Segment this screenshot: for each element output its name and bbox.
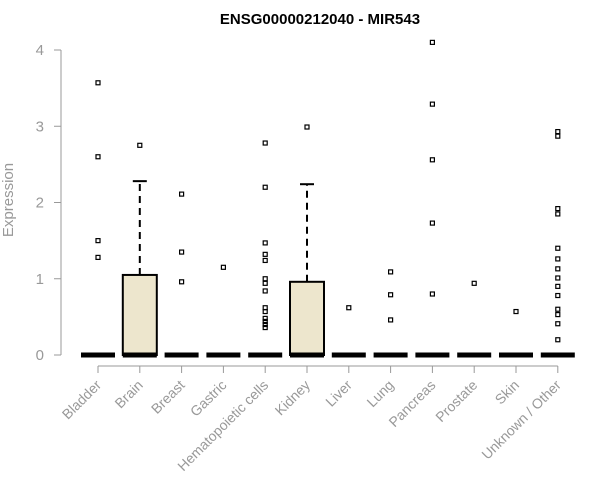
box-group xyxy=(206,264,241,358)
outlier-point xyxy=(220,264,226,270)
outlier-point xyxy=(555,321,561,327)
outlier-point xyxy=(429,101,435,107)
outlier-point xyxy=(262,315,268,321)
box-group xyxy=(121,142,158,358)
outlier-point xyxy=(555,256,561,262)
box-group xyxy=(499,308,533,358)
box-group xyxy=(331,305,366,358)
y-tick-label: 3 xyxy=(36,118,44,135)
outlier-point xyxy=(262,308,268,315)
y-axis: 0 1 2 3 4 xyxy=(36,42,62,364)
box-group xyxy=(373,269,408,358)
outlier-point xyxy=(555,128,561,135)
outlier-point xyxy=(262,318,268,325)
outlier-point xyxy=(555,206,561,212)
y-tick-label: 2 xyxy=(36,195,44,212)
outlier-point xyxy=(555,283,561,289)
outlier-point xyxy=(429,291,435,297)
outlier-point xyxy=(555,337,561,343)
box-group xyxy=(289,124,325,358)
box xyxy=(121,273,158,356)
outlier-point xyxy=(95,154,101,160)
x-tick-label: Brain xyxy=(111,377,145,411)
outlier-point xyxy=(555,275,561,281)
outlier-point xyxy=(555,245,561,251)
x-tick-label: Lung xyxy=(363,377,396,410)
outlier-point xyxy=(262,140,268,146)
outlier-point xyxy=(95,254,101,260)
outlier-point xyxy=(262,276,268,282)
boxes-layer xyxy=(81,39,575,358)
outlier-point xyxy=(388,269,394,275)
outlier-point xyxy=(137,142,143,148)
box-group xyxy=(540,128,575,358)
outlier-point xyxy=(179,279,185,285)
y-axis-label: Expression xyxy=(0,163,17,237)
outlier-point xyxy=(429,157,435,163)
x-tick-label: Breast xyxy=(148,377,188,417)
outlier-point xyxy=(262,324,268,331)
box-group xyxy=(248,140,283,358)
outlier-point xyxy=(346,305,352,311)
outlier-point xyxy=(262,240,268,246)
outlier-point xyxy=(95,80,101,86)
x-tick-label: Bladder xyxy=(59,377,105,423)
box-group xyxy=(457,280,492,358)
outlier-point xyxy=(555,306,561,312)
outlier-point xyxy=(95,238,101,244)
outlier-point xyxy=(429,220,435,226)
outlier-point xyxy=(555,292,561,299)
outlier-point xyxy=(388,292,394,298)
y-tick-label: 1 xyxy=(36,271,44,288)
x-tick-label: Kidney xyxy=(272,377,314,419)
outlier-point xyxy=(429,39,435,45)
outlier-point xyxy=(262,257,268,264)
outlier-point xyxy=(179,249,185,255)
box-group xyxy=(415,39,450,358)
x-tick-label: Prostate xyxy=(432,377,480,425)
x-tick-label: Liver xyxy=(322,377,355,410)
outlier-point xyxy=(262,184,268,190)
box xyxy=(289,280,325,356)
outlier-point xyxy=(179,191,185,197)
box-group xyxy=(164,191,199,358)
x-tick-label: Unknown / Other xyxy=(478,377,564,463)
outlier-point xyxy=(262,251,268,257)
outlier-point xyxy=(262,288,268,294)
outlier-point xyxy=(513,308,519,315)
outlier-point xyxy=(555,133,561,139)
outlier-point xyxy=(555,211,561,217)
y-tick-label: 4 xyxy=(36,42,44,59)
outlier-point xyxy=(471,280,477,286)
outlier-point xyxy=(262,280,268,286)
outlier-point xyxy=(388,317,394,323)
outlier-point xyxy=(304,124,310,130)
chart-title: ENSG00000212040 - MIR543 xyxy=(220,11,420,28)
y-tick-label: 0 xyxy=(36,347,44,364)
outlier-point xyxy=(555,311,561,318)
outlier-point xyxy=(262,321,268,328)
x-tick-label: Skin xyxy=(492,377,523,408)
outlier-point xyxy=(555,266,561,272)
box-group xyxy=(81,80,115,358)
